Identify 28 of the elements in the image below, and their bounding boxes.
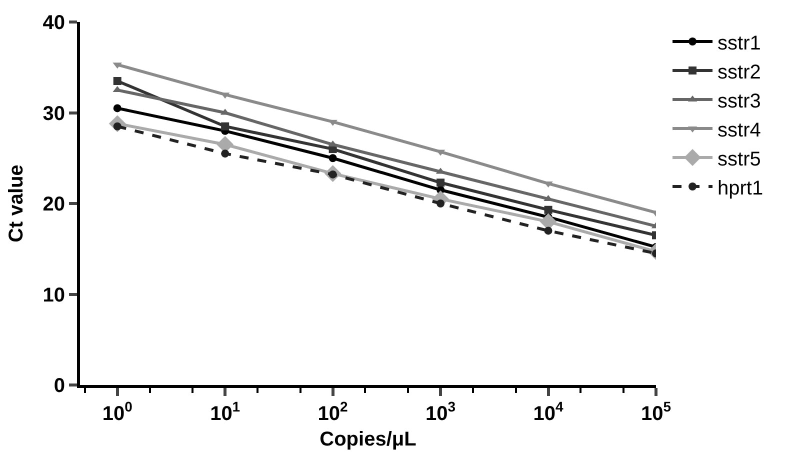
x-tick-label: 10$^{1}$ [210,398,240,425]
x-tick-label: 10$^{2}$ [318,398,348,425]
x-tick-label: 10$^{3}$ [426,398,456,425]
point [221,122,230,130]
x-tick-label: 10$^{4}$ [533,398,564,425]
legend-label: sstr5 [718,148,761,170]
y-tick-label: 0 [54,375,65,397]
point [113,76,122,85]
legend-label: sstr3 [718,90,761,112]
point [436,200,445,208]
point [113,104,122,112]
legend-label: sstr2 [718,61,761,84]
x-axis-title: Copies/μL [320,428,416,450]
y-tick-label: 30 [42,102,65,125]
y-tick-label: 20 [42,194,65,216]
point [544,226,552,235]
legend-label: hprt1 [718,177,764,200]
y-axis-title: Ct value [5,164,28,242]
point [544,206,552,214]
point [436,178,445,187]
x-tick-label: 10$^{0}$ [102,398,133,425]
point [328,154,337,162]
legend-label: sstr1 [718,32,761,54]
point [221,150,230,158]
x-tick-label: 10$^{5}$ [640,398,672,425]
y-tick-label: 10 [42,284,65,306]
legend-label: sstr4 [718,119,761,142]
y-tick-label: 40 [42,12,65,34]
